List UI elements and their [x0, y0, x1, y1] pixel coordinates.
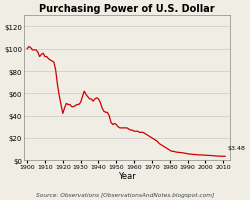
Title: Purchasing Power of U.S. Dollar: Purchasing Power of U.S. Dollar — [39, 4, 215, 14]
Text: $3.48: $3.48 — [228, 146, 246, 151]
X-axis label: Year: Year — [118, 171, 136, 180]
Text: Source: Observations [ObservationsAndNotes.blogspot.com]: Source: Observations [ObservationsAndNot… — [36, 192, 214, 197]
